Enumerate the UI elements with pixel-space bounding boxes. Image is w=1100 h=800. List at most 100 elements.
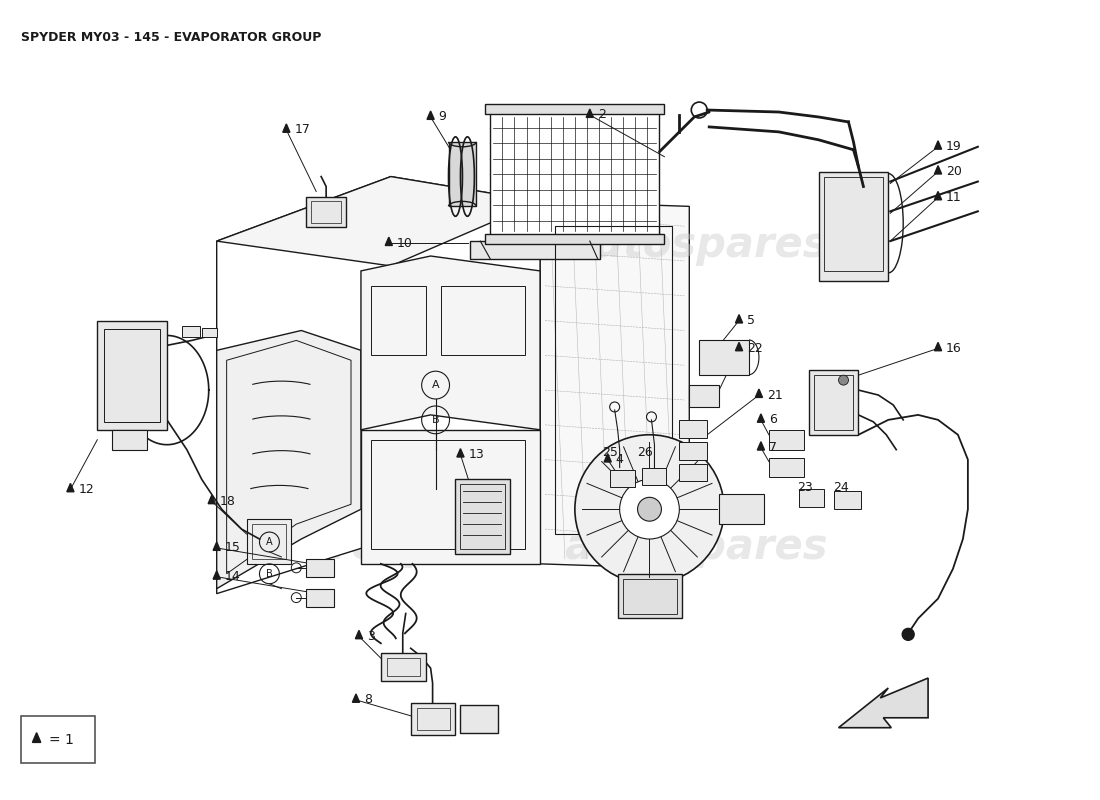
Bar <box>97 321 167 430</box>
Text: 6: 6 <box>769 414 777 426</box>
Bar <box>680 442 707 459</box>
Text: B: B <box>432 415 439 425</box>
Bar <box>371 440 525 549</box>
Bar <box>387 658 420 676</box>
Text: 2: 2 <box>597 109 606 122</box>
Bar <box>311 202 341 223</box>
Bar <box>449 142 476 206</box>
Bar <box>441 286 525 355</box>
Polygon shape <box>736 342 743 350</box>
Circle shape <box>838 375 848 385</box>
Polygon shape <box>67 483 74 492</box>
Text: eurospares  autospares: eurospares autospares <box>273 224 827 266</box>
Polygon shape <box>757 442 764 450</box>
Text: 16: 16 <box>946 342 961 355</box>
Text: 8: 8 <box>364 694 372 706</box>
Polygon shape <box>355 630 363 638</box>
Text: 20: 20 <box>946 165 961 178</box>
Text: 5: 5 <box>747 314 755 327</box>
Circle shape <box>619 479 680 539</box>
Bar <box>201 327 217 338</box>
Text: 14: 14 <box>224 570 241 583</box>
Polygon shape <box>586 109 593 118</box>
Text: 7: 7 <box>769 441 777 454</box>
Text: 10: 10 <box>397 237 412 250</box>
Text: 21: 21 <box>767 389 782 402</box>
Bar <box>719 494 763 524</box>
Text: eurospares  autospares: eurospares autospares <box>273 526 827 568</box>
Bar <box>799 490 824 507</box>
Bar <box>690 385 719 407</box>
Bar <box>182 326 200 338</box>
Polygon shape <box>217 177 540 266</box>
Circle shape <box>902 629 914 640</box>
Bar <box>814 375 854 430</box>
Bar <box>769 430 804 450</box>
Text: 3: 3 <box>367 630 375 643</box>
Polygon shape <box>818 171 889 281</box>
Bar <box>306 198 346 227</box>
Text: 17: 17 <box>295 123 310 136</box>
Circle shape <box>575 434 724 584</box>
Polygon shape <box>736 314 743 323</box>
Bar <box>461 705 498 733</box>
Text: 26: 26 <box>638 446 653 459</box>
Text: 23: 23 <box>796 481 813 494</box>
Bar <box>824 177 883 271</box>
Bar <box>700 341 749 375</box>
Polygon shape <box>283 124 290 132</box>
Bar <box>410 703 455 734</box>
Polygon shape <box>427 111 434 119</box>
Bar <box>623 578 678 614</box>
Bar <box>455 479 510 554</box>
Bar <box>641 467 667 486</box>
Text: 22: 22 <box>747 342 762 355</box>
Bar <box>680 463 707 482</box>
Polygon shape <box>757 414 764 422</box>
Polygon shape <box>352 694 360 702</box>
Text: 9: 9 <box>439 110 447 123</box>
Bar <box>485 234 664 244</box>
Bar <box>252 524 286 559</box>
Bar <box>680 420 707 438</box>
Text: B: B <box>266 569 273 578</box>
Text: A: A <box>266 537 273 547</box>
Bar <box>112 430 147 450</box>
Bar <box>246 519 292 564</box>
Polygon shape <box>934 141 942 149</box>
Text: 19: 19 <box>946 140 961 154</box>
Text: 13: 13 <box>469 448 484 461</box>
Polygon shape <box>32 733 41 742</box>
Bar <box>381 654 426 681</box>
Polygon shape <box>456 449 464 457</box>
Text: 18: 18 <box>220 494 235 508</box>
Bar <box>306 559 334 577</box>
Bar <box>808 370 858 434</box>
Bar <box>461 485 505 549</box>
Text: A: A <box>432 380 439 390</box>
Bar <box>834 491 861 510</box>
Text: 15: 15 <box>224 542 241 554</box>
Bar <box>104 329 160 422</box>
Polygon shape <box>217 177 540 594</box>
Text: SPYDER MY03 - 145 - EVAPORATOR GROUP: SPYDER MY03 - 145 - EVAPORATOR GROUP <box>21 30 321 43</box>
Polygon shape <box>385 237 393 246</box>
Bar <box>556 226 672 534</box>
Polygon shape <box>934 191 942 200</box>
Bar <box>491 112 659 236</box>
Bar <box>417 708 450 730</box>
Text: = 1: = 1 <box>48 733 74 746</box>
Circle shape <box>638 498 661 521</box>
Polygon shape <box>934 342 942 350</box>
Bar <box>769 458 804 478</box>
Polygon shape <box>217 330 361 589</box>
Polygon shape <box>934 166 942 174</box>
Polygon shape <box>540 202 690 569</box>
Bar <box>306 589 334 606</box>
Polygon shape <box>604 454 612 462</box>
Bar <box>485 104 664 114</box>
Text: 24: 24 <box>834 481 849 494</box>
Bar <box>618 574 682 618</box>
Polygon shape <box>213 571 220 579</box>
Polygon shape <box>838 678 928 728</box>
